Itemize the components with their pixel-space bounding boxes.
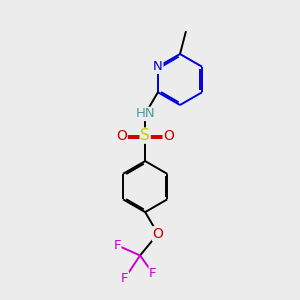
Text: F: F bbox=[121, 272, 128, 285]
Text: HN: HN bbox=[135, 107, 155, 120]
Text: O: O bbox=[116, 129, 127, 142]
Text: O: O bbox=[152, 227, 164, 241]
Text: F: F bbox=[149, 267, 157, 280]
Text: F: F bbox=[113, 239, 121, 252]
Text: N: N bbox=[153, 60, 163, 73]
Text: O: O bbox=[163, 129, 174, 142]
Text: S: S bbox=[140, 128, 150, 143]
